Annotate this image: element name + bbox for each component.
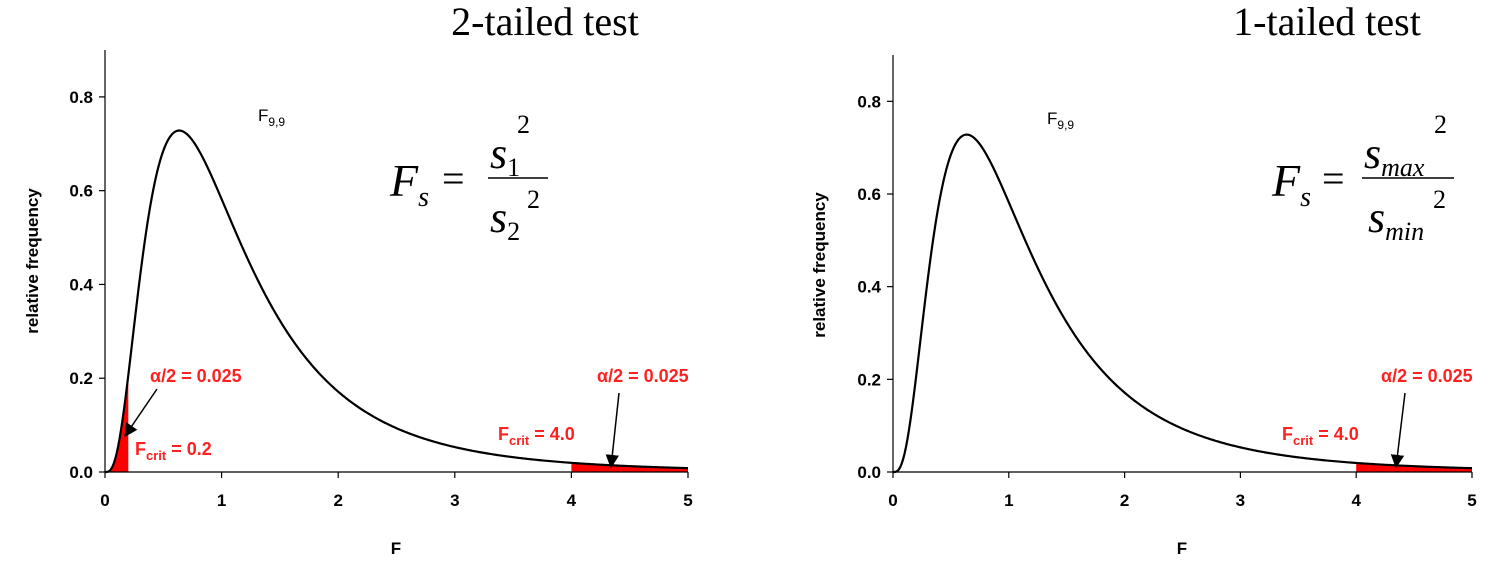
ticks: 0 1 2 3 4 5 0.0 0.2 0.4 0.6 0.8 xyxy=(69,88,692,510)
f-statistic-formula: Fs = s1 2 s2 2 xyxy=(389,110,548,246)
x-tick-label: 5 xyxy=(683,491,692,510)
chart-panel-two-tailed: 2-tailed test 0 1 2 3 4 5 0.0 0.2 0.4 0.6 0.8 F re… xyxy=(23,0,693,558)
svg-text:Fs: Fs xyxy=(389,155,429,213)
ticks: 0 1 2 3 4 5 0.0 0.2 0.4 0.6 0.8 xyxy=(857,92,1476,510)
alpha-label: α/2 = 0.025 xyxy=(1381,366,1473,386)
curves xyxy=(104,129,689,474)
annotation-right-tail: α/2 = 0.025 Fcrit = 4.0 xyxy=(498,366,689,469)
annotation-arrow xyxy=(124,388,158,438)
y-tick-label: 0.6 xyxy=(69,182,93,201)
annotation-right-tail: α/2 = 0.025 Fcrit = 4.0 xyxy=(1282,366,1473,469)
y-tick-label: 0.2 xyxy=(857,370,881,389)
svg-text:2: 2 xyxy=(527,185,540,214)
x-axis-title: F xyxy=(391,539,401,558)
y-axis-title: relative frequency xyxy=(23,188,42,334)
annotation-arrow xyxy=(605,392,620,469)
x-tick-label: 2 xyxy=(333,491,342,510)
svg-text:2: 2 xyxy=(517,110,530,139)
distribution-label: F9,9 xyxy=(1047,109,1074,132)
y-tick-label: 0.4 xyxy=(857,278,881,297)
y-axis-title: relative frequency xyxy=(810,192,829,338)
density-curve xyxy=(104,129,689,474)
curves xyxy=(892,133,1473,474)
svg-text:=: = xyxy=(442,156,465,201)
y-tick-label: 0.0 xyxy=(857,463,881,482)
x-tick-label: 2 xyxy=(1120,491,1129,510)
y-tick-label: 0.4 xyxy=(69,275,93,294)
y-tick-label: 0.2 xyxy=(69,369,93,388)
annotation-left-tail: α/2 = 0.025 Fcrit = 0.2 xyxy=(124,366,242,463)
x-axis-title: F xyxy=(1177,539,1187,558)
rejection-region xyxy=(105,375,129,472)
x-tick-label: 3 xyxy=(450,491,459,510)
x-tick-label: 0 xyxy=(100,491,109,510)
svg-text:smin: smin xyxy=(1368,193,1424,246)
f-statistic-formula: Fs = smax 2 smin 2 xyxy=(1271,110,1454,246)
x-tick-label: 5 xyxy=(1467,491,1476,510)
y-tick-label: 0.6 xyxy=(857,185,881,204)
critical-value-label: Fcrit = 4.0 xyxy=(498,424,575,448)
svg-text:2: 2 xyxy=(1434,110,1447,139)
svg-text:2: 2 xyxy=(1433,185,1446,214)
critical-value-label: Fcrit = 4.0 xyxy=(1282,424,1359,448)
svg-text:smax: smax xyxy=(1364,129,1425,182)
critical-value-label: Fcrit = 0.2 xyxy=(135,439,212,463)
axes xyxy=(104,50,688,473)
x-tick-label: 4 xyxy=(567,491,577,510)
svg-text:Fs: Fs xyxy=(1271,155,1311,213)
y-tick-label: 0.8 xyxy=(857,92,881,111)
x-tick-label: 0 xyxy=(888,491,897,510)
chart-title: 1-tailed test xyxy=(1233,0,1421,44)
density-curve xyxy=(892,133,1473,474)
distribution-label: F9,9 xyxy=(258,106,285,129)
y-tick-label: 0.8 xyxy=(69,88,93,107)
svg-text:s1: s1 xyxy=(490,129,520,182)
svg-text:=: = xyxy=(1322,156,1345,201)
svg-text:s2: s2 xyxy=(490,193,520,246)
alpha-label: α/2 = 0.025 xyxy=(150,366,242,386)
x-tick-label: 1 xyxy=(217,491,226,510)
x-tick-label: 3 xyxy=(1236,491,1245,510)
x-tick-label: 4 xyxy=(1351,491,1361,510)
alpha-label: α/2 = 0.025 xyxy=(597,366,689,386)
x-tick-label: 1 xyxy=(1004,491,1013,510)
chart-title: 2-tailed test xyxy=(451,0,639,44)
chart-panel-one-tailed: 1-tailed test 0 1 2 3 4 5 0.0 0.2 0.4 0.6 0.8 F re… xyxy=(810,0,1477,558)
axes xyxy=(892,55,1472,473)
annotation-arrow xyxy=(1390,392,1406,469)
y-tick-label: 0.0 xyxy=(69,463,93,482)
